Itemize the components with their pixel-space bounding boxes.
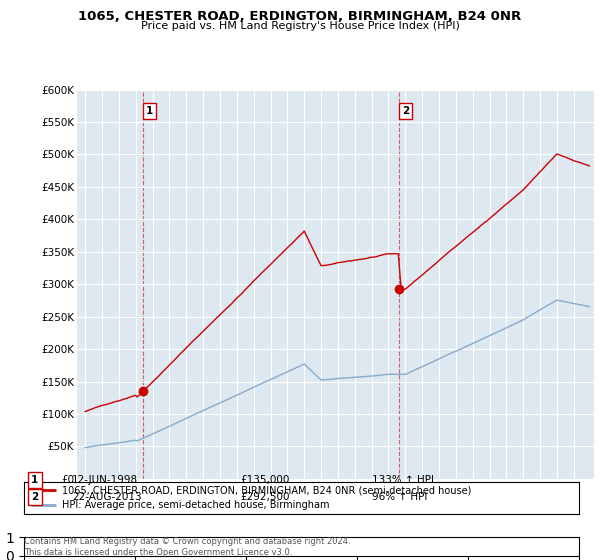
Text: 1: 1 [146, 106, 153, 116]
Text: 1: 1 [31, 475, 38, 485]
Text: 1065, CHESTER ROAD, ERDINGTON, BIRMINGHAM, B24 0NR (semi-detached house): 1065, CHESTER ROAD, ERDINGTON, BIRMINGHA… [62, 486, 471, 496]
Text: 22-AUG-2013: 22-AUG-2013 [72, 492, 142, 502]
Text: HPI: Average price, semi-detached house, Birmingham: HPI: Average price, semi-detached house,… [62, 500, 329, 510]
Text: £135,000: £135,000 [240, 475, 289, 485]
Text: £292,500: £292,500 [240, 492, 290, 502]
Text: Contains HM Land Registry data © Crown copyright and database right 2024.
This d: Contains HM Land Registry data © Crown c… [24, 537, 350, 557]
Text: 96% ↑ HPI: 96% ↑ HPI [372, 492, 427, 502]
Text: 2: 2 [402, 106, 409, 116]
Text: 1065, CHESTER ROAD, ERDINGTON, BIRMINGHAM, B24 0NR: 1065, CHESTER ROAD, ERDINGTON, BIRMINGHA… [79, 10, 521, 23]
Text: 2: 2 [31, 492, 38, 502]
Text: 133% ↑ HPI: 133% ↑ HPI [372, 475, 434, 485]
Text: Price paid vs. HM Land Registry's House Price Index (HPI): Price paid vs. HM Land Registry's House … [140, 21, 460, 31]
Text: 12-JUN-1998: 12-JUN-1998 [72, 475, 138, 485]
